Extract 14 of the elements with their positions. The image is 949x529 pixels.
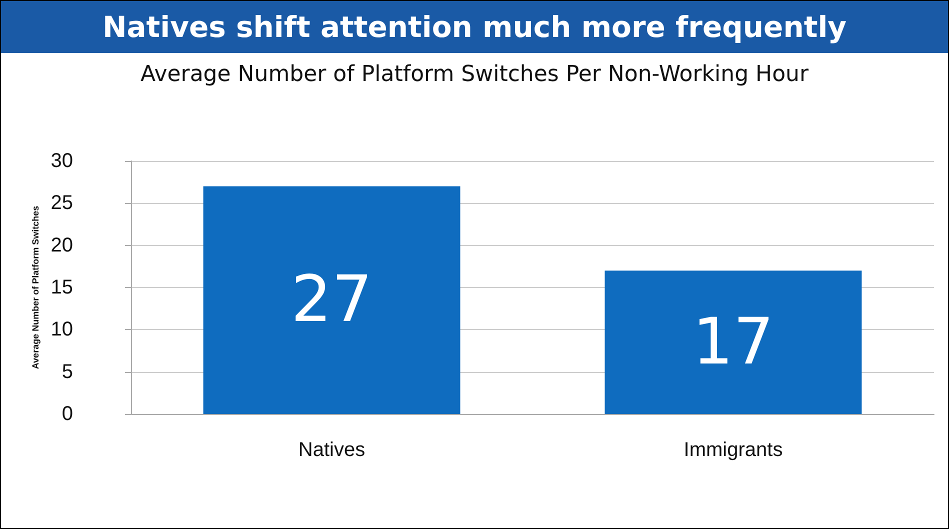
- y-tick-label: 15: [50, 276, 73, 298]
- x-tick-label: Natives: [298, 439, 366, 461]
- x-tick-label: Immigrants: [684, 439, 783, 461]
- y-tick-label: 10: [50, 318, 73, 341]
- data-label: 17: [692, 305, 774, 380]
- y-axis-title: Average Number of Platform Switches: [30, 206, 40, 370]
- y-tick-label: 25: [50, 192, 73, 214]
- chart-subtitle: Average Number of Platform Switches Per Non-Working Hour: [139, 61, 810, 89]
- data-label: 27: [291, 263, 372, 338]
- y-tick-label: 30: [50, 150, 73, 172]
- y-tick-label: 0: [62, 403, 73, 425]
- y-tick-label: 5: [62, 360, 73, 383]
- chart-title: Natives shift attention much more frequently: [1, 1, 948, 53]
- y-tick-label: 20: [50, 234, 73, 256]
